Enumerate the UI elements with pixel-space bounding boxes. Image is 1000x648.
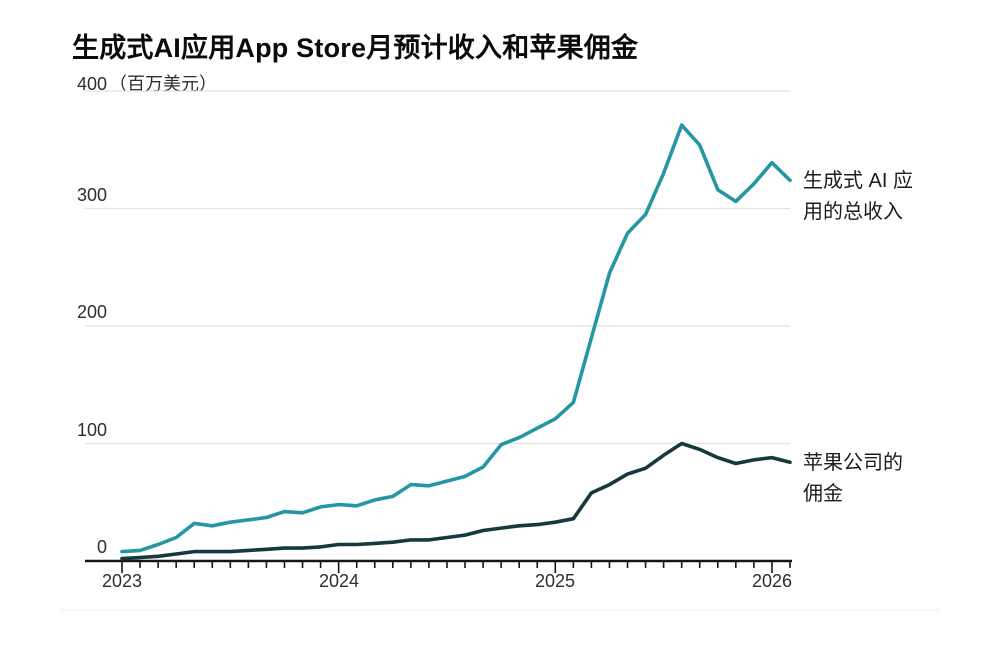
y-tick-200: 200 (76, 302, 107, 322)
chart-title: 生成式AI应用App Store月预计收入和苹果佣金 (72, 33, 639, 63)
y-tick-300: 300 (76, 185, 107, 205)
annotation-commission-line2: 佣金 (803, 483, 843, 505)
annotation-commission: 苹果公司的 佣金 (803, 448, 993, 510)
x-tick-2025: 2025 (534, 571, 576, 591)
x-tick-2023: 2023 (101, 571, 143, 591)
annotation-revenue: 生成式 AI 应 用的总收入 (803, 166, 993, 228)
series-line (120, 123, 792, 554)
annotation-commission-line1: 苹果公司的 (803, 452, 903, 474)
x-tick-2024: 2024 (318, 571, 360, 591)
y-tick-100: 100 (76, 420, 107, 440)
y-axis-top-label: 400 （百万美元） (67, 70, 217, 96)
x-tick-2026: 2026 (751, 571, 793, 591)
y-tick-0: 0 (96, 537, 107, 557)
y-tick-400: 400 (76, 74, 107, 94)
y-axis-unit: （百万美元） (109, 74, 217, 94)
series-line (120, 441, 792, 561)
annotation-revenue-line1: 生成式 AI 应 (803, 170, 914, 192)
annotation-revenue-line2: 用的总收入 (803, 201, 903, 223)
